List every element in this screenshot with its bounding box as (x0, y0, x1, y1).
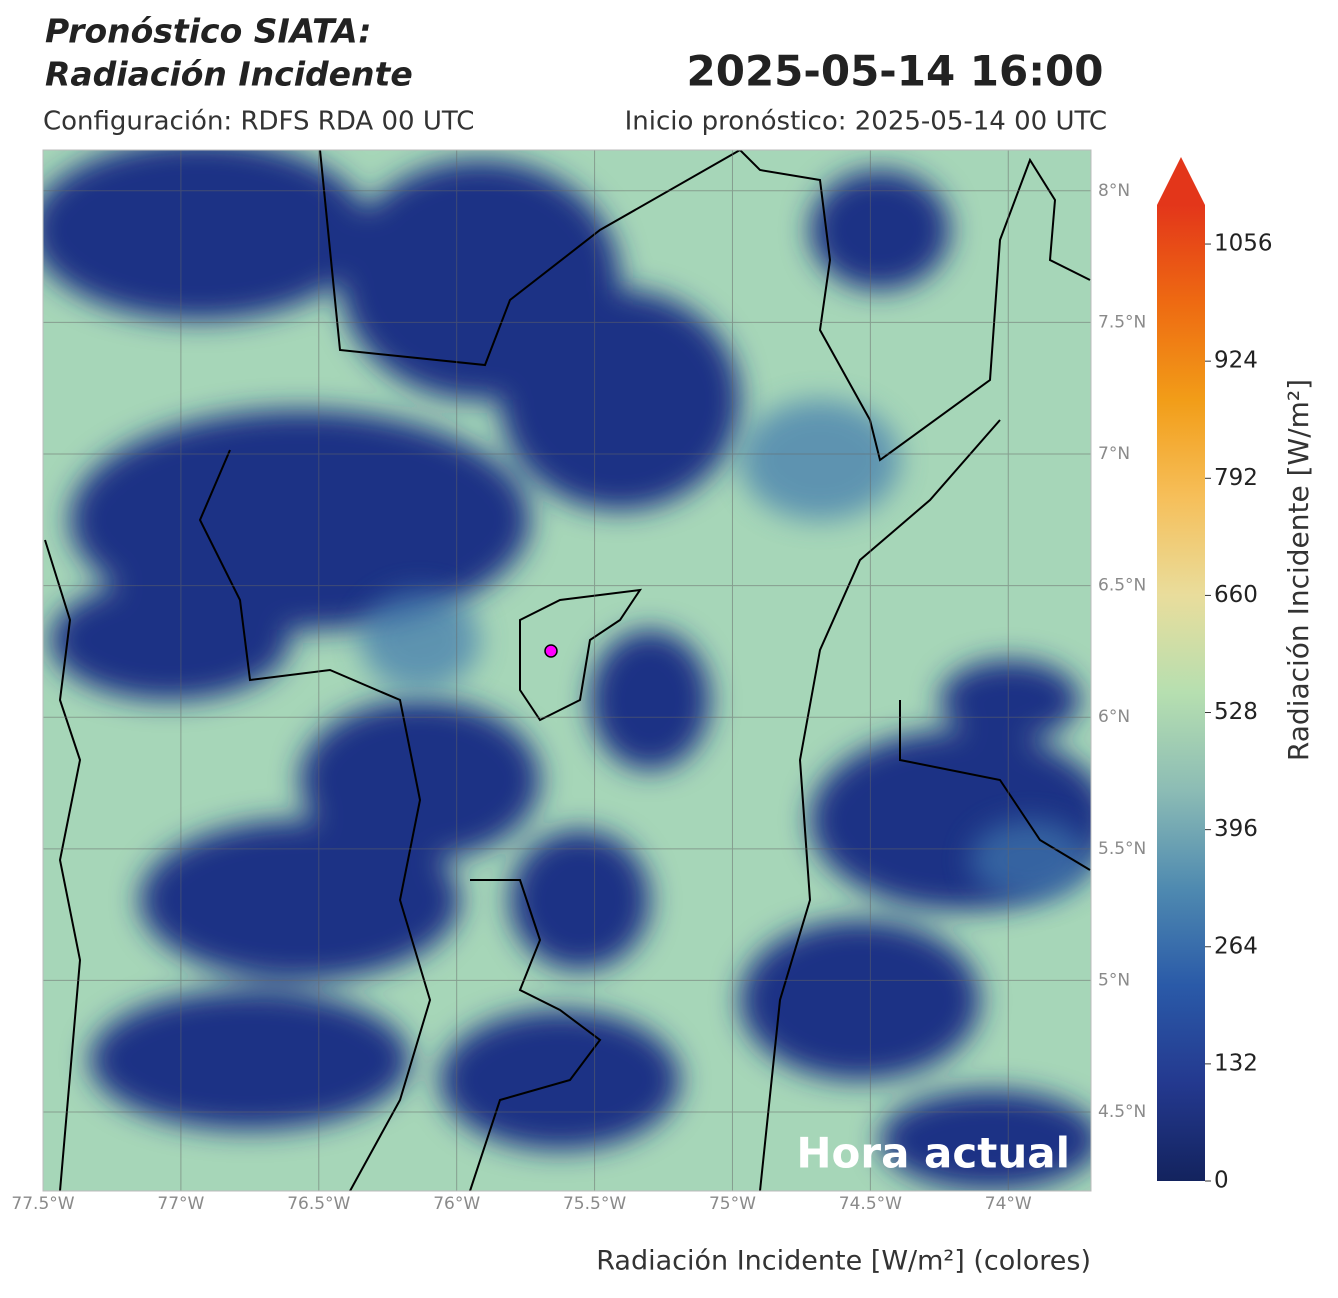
colorbar (1157, 205, 1205, 1181)
x-tick-label: 77°W (157, 1194, 204, 1214)
y-tick-label: 7°N (1098, 444, 1130, 464)
colorbar-tick-label: 792 (1214, 465, 1258, 491)
y-tick-label: 6.5°N (1098, 576, 1146, 596)
x-tick-label: 75°W (709, 1194, 756, 1214)
y-tick-label: 4.5°N (1098, 1102, 1146, 1122)
x-tick-label: 76.5°W (287, 1194, 350, 1214)
x-tick-label: 76°W (433, 1194, 480, 1214)
colorbar-tick-label: 924 (1214, 348, 1258, 374)
colorbar-tick-label: 396 (1214, 816, 1258, 842)
x-tick-label: 77.5°W (11, 1194, 74, 1214)
forecast-start: Inicio pronóstico: 2025-05-14 00 UTC (625, 107, 1107, 137)
colorbar-tick-label: 660 (1214, 582, 1258, 608)
y-tick-label: 6°N (1098, 707, 1130, 727)
x-tick-label: 74°W (985, 1194, 1032, 1214)
x-tick-label: 74.5°W (839, 1194, 902, 1214)
colorbar-tick-label: 264 (1214, 933, 1258, 959)
colorbar-tick-label: 1056 (1214, 231, 1273, 257)
map-frame (42, 149, 1092, 1192)
colorbar-tick-label: 0 (1214, 1168, 1229, 1194)
y-tick-label: 5.5°N (1098, 839, 1146, 859)
colorbar-tick-label: 132 (1214, 1050, 1258, 1076)
y-tick-label: 8°N (1098, 181, 1130, 201)
title-line: Pronóstico SIATA: (45, 12, 371, 51)
map-field (43, 150, 1091, 1191)
x-tick-label: 75.5°W (563, 1194, 626, 1214)
valid-time: 2025-05-14 16:00 (687, 47, 1104, 96)
badge: Hora actual (796, 1129, 1070, 1178)
x-label: Radiación Incidente [W/m²] (colores) (596, 1246, 1091, 1277)
colorbar-extend (1157, 157, 1205, 205)
configuration: Configuración: RDFS RDA 00 UTC (43, 107, 474, 137)
y-tick-label: 5°N (1098, 970, 1130, 990)
colorbar-label: Radiación Incidente [W/m²] (1282, 379, 1315, 761)
title-line: Radiación Incidente (45, 55, 413, 94)
colorbar-tick-label: 528 (1214, 699, 1258, 725)
y-tick-label: 7.5°N (1098, 312, 1146, 332)
